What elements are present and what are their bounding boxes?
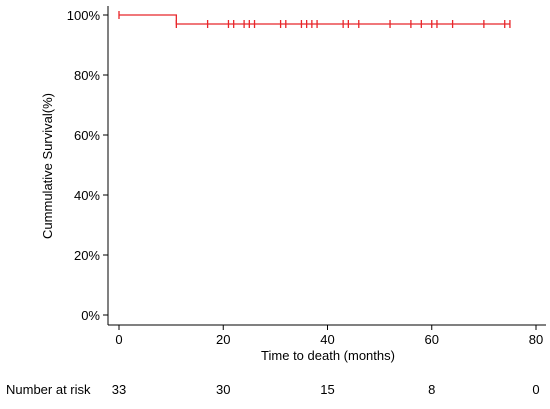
risk-count: 30 <box>216 382 230 397</box>
y-tick-label: 40% <box>74 188 100 203</box>
y-axis-label: Cummulative Survival(%) <box>40 93 55 239</box>
axes: 0% 20% 40% 60% 80% 100% 0 20 40 60 80 <box>67 6 546 347</box>
y-tick-label: 100% <box>67 8 101 23</box>
survival-curve-group <box>118 11 511 28</box>
risk-count: 8 <box>428 382 435 397</box>
x-tick-label: 60 <box>425 332 439 347</box>
survival-curve <box>119 14 510 25</box>
risk-table: Number at risk 33 30 15 8 0 <box>6 382 540 397</box>
x-tick-label: 40 <box>320 332 334 347</box>
x-axis-label: Time to death (months) <box>261 348 395 363</box>
y-tick-label: 20% <box>74 248 100 263</box>
y-tick-label: 0% <box>81 308 100 323</box>
risk-count: 15 <box>320 382 334 397</box>
x-tick-label: 20 <box>216 332 230 347</box>
risk-count: 33 <box>112 382 126 397</box>
y-tick-label: 80% <box>74 68 100 83</box>
risk-count: 0 <box>532 382 539 397</box>
x-tick-label: 0 <box>115 332 122 347</box>
risk-table-label: Number at risk <box>6 382 91 397</box>
y-tick-label: 60% <box>74 128 100 143</box>
x-tick-label: 80 <box>529 332 543 347</box>
